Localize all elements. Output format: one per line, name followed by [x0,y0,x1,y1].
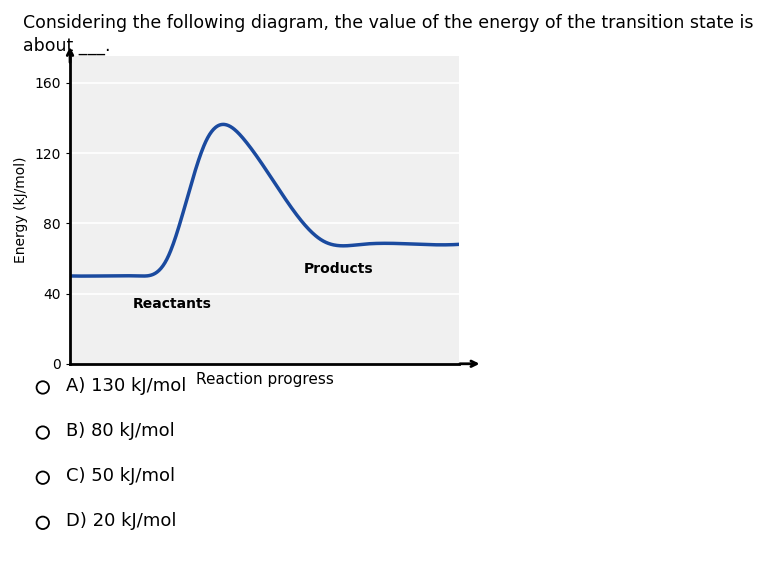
Text: Reactants: Reactants [132,297,211,311]
Text: D) 20 kJ/mol: D) 20 kJ/mol [66,512,177,530]
Text: Considering the following diagram, the value of the energy of the transition sta: Considering the following diagram, the v… [23,14,754,32]
Text: A) 130 kJ/mol: A) 130 kJ/mol [66,377,187,395]
Text: Products: Products [303,262,373,276]
X-axis label: Reaction progress: Reaction progress [195,372,334,387]
Text: B) 80 kJ/mol: B) 80 kJ/mol [66,422,175,440]
Text: C) 50 kJ/mol: C) 50 kJ/mol [66,467,175,485]
Text: about ___.: about ___. [23,37,110,55]
Y-axis label: Energy (kJ/mol): Energy (kJ/mol) [13,157,27,263]
